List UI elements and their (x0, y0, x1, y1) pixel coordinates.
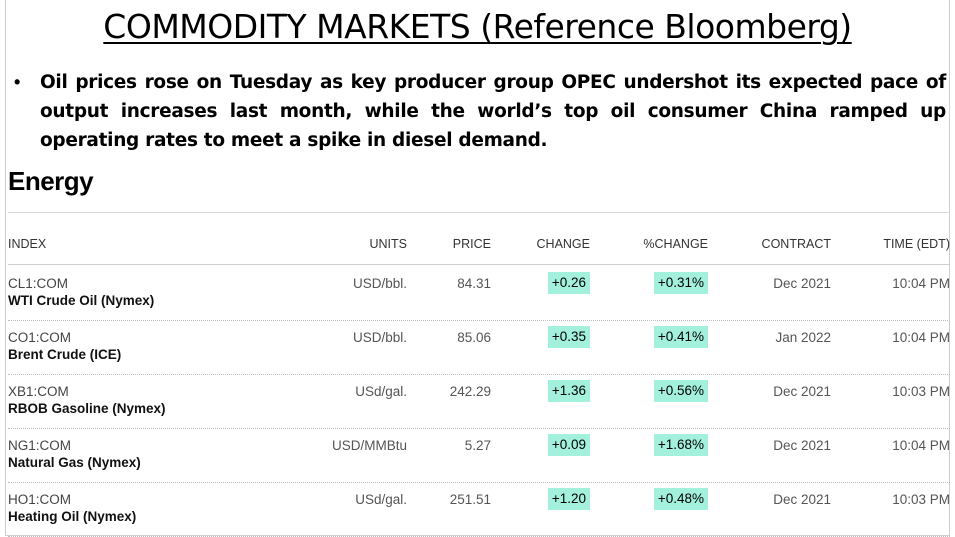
row-name: WTI Crude Oil (Nymex) (8, 293, 155, 308)
row-time: 10:03 PM (892, 384, 950, 399)
header-index: INDEX (8, 237, 47, 251)
row-units: USD/MMBtu (331, 438, 407, 453)
table-header: INDEX UNITS PRICE CHANGE %CHANGE CONTRAC… (8, 237, 950, 257)
row-code: NG1:COM (8, 438, 72, 453)
row-change-cell: +0.35 (547, 326, 590, 348)
row-contract: Dec 2021 (773, 438, 831, 453)
row-pct-change-cell: +0.56% (653, 380, 708, 402)
slide-title: COMMODITY MARKETS (Reference Bloomberg) (0, 4, 955, 50)
row-pct-change-badge: +0.31% (653, 272, 708, 294)
row-time: 10:03 PM (892, 492, 950, 507)
row-change-badge: +0.35 (547, 326, 590, 348)
row-name: RBOB Gasoline (Nymex) (8, 401, 166, 416)
row-code: HO1:COM (8, 492, 72, 507)
header-pct-change: %CHANGE (643, 237, 708, 251)
header-contract: CONTRACT (761, 237, 831, 251)
row-name: Brent Crude (ICE) (8, 347, 122, 362)
row-units: USd/gal. (355, 492, 407, 507)
row-contract: Dec 2021 (773, 492, 831, 507)
header-change: CHANGE (536, 237, 590, 251)
header-units: UNITS (369, 237, 408, 251)
row-price: 242.29 (449, 384, 491, 399)
row-name: Natural Gas (Nymex) (8, 455, 141, 470)
bullet-dot: • (14, 72, 21, 92)
row-change-badge: +1.20 (547, 488, 590, 510)
table-row[interactable]: XB1:COM RBOB Gasoline (Nymex) USd/gal. 242.… (8, 374, 950, 429)
row-pct-change-badge: +0.48% (653, 488, 708, 510)
row-contract: Dec 2021 (773, 276, 831, 291)
table-row[interactable]: HO1:COM Heating Oil (Nymex) USd/gal. 251.51… (8, 482, 950, 537)
table-top-divider (8, 212, 950, 213)
row-code: XB1:COM (8, 384, 69, 399)
row-change-badge: +0.09 (547, 434, 590, 456)
row-change-cell: +1.20 (547, 488, 590, 510)
row-time: 10:04 PM (892, 330, 950, 345)
row-pct-change-badge: +1.68% (653, 434, 708, 456)
header-time: TIME (EDT) (883, 237, 950, 251)
row-pct-change-badge: +0.41% (653, 326, 708, 348)
row-pct-change-cell: +1.68% (653, 434, 708, 456)
row-pct-change-cell: +0.48% (653, 488, 708, 510)
row-units: USD/bbl. (352, 276, 407, 291)
row-price: 5.27 (464, 438, 491, 453)
row-price: 85.06 (457, 330, 491, 345)
bullet-point: • Oil prices rose on Tuesday as key prod… (14, 68, 946, 155)
row-price: 251.51 (449, 492, 491, 507)
section-title-energy: Energy (8, 166, 94, 196)
row-change-cell: +0.26 (547, 272, 590, 294)
slide-frame (5, 0, 950, 536)
header-divider (8, 264, 950, 265)
row-time: 10:04 PM (892, 438, 950, 453)
row-time: 10:04 PM (892, 276, 950, 291)
row-code: CO1:COM (8, 330, 72, 345)
row-units: USD/bbl. (352, 330, 407, 345)
table-row[interactable]: CO1:COM Brent Crude (ICE) USD/bbl. 85.06 +0.… (8, 320, 950, 375)
row-change-badge: +0.26 (547, 272, 590, 294)
row-name: Heating Oil (Nymex) (8, 509, 137, 524)
slide-title-text: COMMODITY MARKETS (Reference Bloomberg) (103, 7, 852, 46)
table-row[interactable]: NG1:COM Natural Gas (Nymex) USD/MMBtu 5.27 +… (8, 428, 950, 483)
row-units: USd/gal. (355, 384, 407, 399)
row-change-cell: +0.09 (547, 434, 590, 456)
bullet-text: Oil prices rose on Tuesday as key produc… (40, 72, 946, 151)
table-row[interactable]: CL1:COM WTI Crude Oil (Nymex) USD/bbl. 84.3… (8, 266, 950, 321)
row-change-cell: +1.36 (547, 380, 590, 402)
row-pct-change-cell: +0.31% (653, 272, 708, 294)
row-price: 84.31 (457, 276, 491, 291)
row-pct-change-badge: +0.56% (653, 380, 708, 402)
row-contract: Dec 2021 (773, 384, 831, 399)
row-change-badge: +1.36 (547, 380, 590, 402)
row-code: CL1:COM (8, 276, 69, 291)
row-contract: Jan 2022 (775, 330, 831, 345)
row-pct-change-cell: +0.41% (653, 326, 708, 348)
header-price: PRICE (452, 237, 491, 251)
